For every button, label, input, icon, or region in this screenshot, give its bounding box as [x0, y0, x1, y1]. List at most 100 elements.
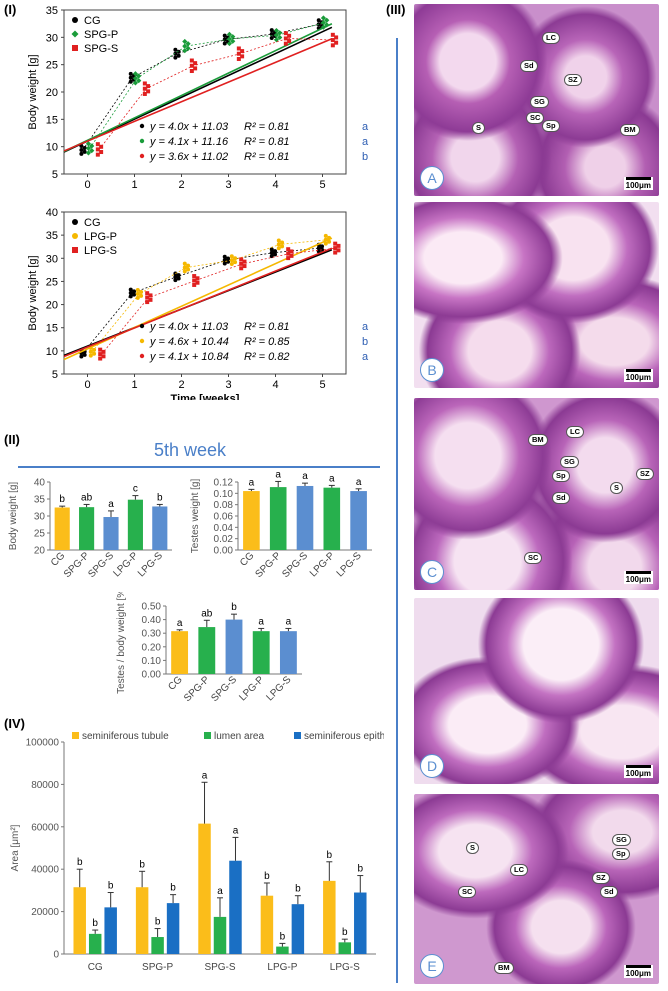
data-point — [186, 263, 191, 268]
bar-seminiferous-epithelium — [291, 904, 305, 954]
tag-sp: Sp — [552, 470, 570, 482]
legend-marker — [294, 732, 301, 739]
data-point — [323, 237, 328, 242]
chart-weight-spg: 0123455101520253035Time [weeks]Body weig… — [27, 5, 369, 191]
x-tick-label: LPG-P — [112, 550, 141, 579]
y-tick-label: 0.20 — [142, 642, 162, 653]
data-point — [79, 144, 84, 149]
data-point — [85, 150, 92, 156]
data-point — [189, 63, 194, 68]
bar-lpg-p — [323, 487, 341, 550]
data-point — [276, 246, 281, 251]
data-point — [276, 242, 281, 247]
data-point — [132, 80, 139, 86]
significance-letter: b — [77, 857, 83, 868]
data-point — [222, 254, 227, 259]
data-point — [128, 287, 133, 292]
data-point — [320, 244, 325, 249]
bar-spg-s — [103, 517, 119, 550]
panel-label-II: (II) — [4, 432, 20, 447]
y-tick-label: 0.10 — [214, 489, 234, 500]
x-tick-label: 4 — [272, 379, 278, 391]
y-tick-label: 35 — [34, 495, 46, 506]
tag-sp: Sp — [542, 120, 560, 132]
data-point — [316, 246, 321, 251]
tag-sg: SG — [612, 834, 631, 846]
data-point — [273, 37, 280, 43]
y-tick-label: 10 — [46, 142, 58, 154]
data-point — [286, 256, 291, 261]
tag-sd: Sd — [600, 886, 618, 898]
chart-testes-weight: 0.000.020.040.060.080.100.12 Testes weigh… — [190, 470, 372, 580]
legend-marker — [72, 17, 78, 23]
data-point — [79, 147, 84, 152]
data-point — [182, 269, 187, 274]
data-point — [135, 295, 140, 300]
tag-s: S — [610, 482, 624, 494]
x-tick-label: SPG-S — [280, 550, 310, 580]
x-axis-label: Time [weeks] — [171, 393, 240, 400]
data-point — [323, 241, 328, 246]
legend-marker — [72, 732, 79, 739]
significance-letter: a — [202, 770, 208, 781]
regression-line-spg-s — [63, 38, 333, 152]
bar-spg-p — [79, 507, 95, 550]
y-tick-label: 5 — [52, 169, 58, 181]
y-tick-label: 20000 — [31, 907, 59, 918]
bar-seminiferous-epithelium — [166, 903, 180, 954]
significance-letter: b — [362, 151, 368, 163]
data-point — [139, 289, 144, 294]
data-point — [239, 257, 244, 262]
r-squared: R² = 0.85 — [244, 336, 290, 348]
significance-letter: a — [362, 351, 369, 363]
data-point — [277, 30, 283, 36]
data-point — [289, 249, 294, 254]
regression-line-lpg-s — [63, 247, 333, 358]
data-point — [222, 261, 227, 266]
r-squared: R² = 0.81 — [244, 121, 290, 133]
tag-sg: SG — [560, 456, 579, 468]
significance-letter: b — [155, 917, 161, 928]
data-point — [128, 71, 133, 76]
tag-lc: LC — [566, 426, 584, 438]
y-tick-label: 0.00 — [214, 546, 234, 557]
data-point — [173, 47, 178, 52]
bar-spg-s — [225, 619, 243, 674]
x-tick-label: CG — [166, 674, 185, 693]
significance-letter: b — [59, 494, 65, 505]
data-point — [88, 353, 93, 358]
data-point — [92, 347, 97, 352]
significance-letter: b — [108, 881, 114, 892]
data-point — [146, 84, 151, 89]
data-point — [128, 75, 133, 80]
data-point — [182, 38, 188, 45]
y-tick-label: 100000 — [26, 738, 60, 749]
data-point — [287, 39, 292, 44]
significance-letter: a — [249, 477, 255, 488]
bar-seminiferous-epithelium — [104, 907, 117, 954]
legend-marker — [72, 219, 78, 225]
y-axis-label: Body weight [g] — [27, 255, 39, 330]
tag-sc: SC — [526, 112, 545, 124]
r-squared: R² = 0.82 — [244, 351, 290, 363]
bar-seminiferous-epithelium — [229, 860, 242, 954]
data-point — [132, 71, 139, 77]
scale-bar: 100μm — [623, 765, 653, 778]
significance-letter: b — [231, 602, 237, 613]
data-point — [148, 297, 153, 302]
x-tick-label: LPG-P — [308, 550, 337, 579]
data-point — [142, 91, 147, 96]
data-point — [193, 61, 198, 66]
significance-letter: a — [356, 477, 362, 488]
data-point — [89, 143, 95, 149]
x-tick-label: 1 — [131, 379, 137, 391]
data-point — [98, 356, 103, 361]
x-tick-label: SPG-P — [142, 962, 173, 973]
data-point — [132, 289, 137, 294]
image-letter-d: D — [420, 754, 444, 778]
data-point — [182, 43, 188, 49]
data-point — [82, 352, 87, 357]
data-point — [185, 41, 191, 47]
panel-label-III: (III) — [386, 2, 406, 17]
data-point — [330, 43, 335, 48]
